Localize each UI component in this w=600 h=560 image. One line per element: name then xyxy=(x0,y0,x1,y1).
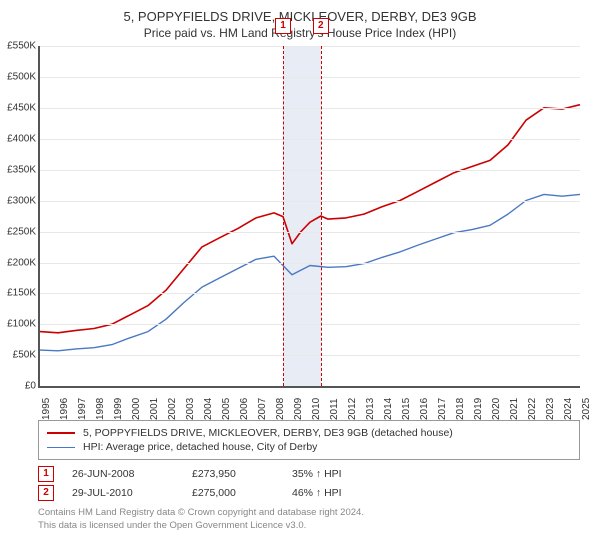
footer-attribution: Contains HM Land Registry data © Crown c… xyxy=(38,507,580,532)
footer-line2: This data is licensed under the Open Gov… xyxy=(38,520,580,532)
x-tick-label: 2011 xyxy=(329,399,340,421)
sale-vs-hpi: 46% ↑ HPI xyxy=(292,487,382,499)
x-tick-label: 2009 xyxy=(293,398,304,420)
highlight-edge-line xyxy=(321,46,322,386)
x-tick-label: 2014 xyxy=(383,398,394,420)
x-tick-label: 1996 xyxy=(59,398,70,420)
footer-line1: Contains HM Land Registry data © Crown c… xyxy=(38,507,580,519)
line-series-svg xyxy=(40,46,580,386)
x-tick-label: 2019 xyxy=(473,398,484,420)
x-tick-label: 2013 xyxy=(365,398,376,420)
x-tick-label: 2010 xyxy=(311,398,322,420)
sale-row: 2 29-JUL-2010£275,00046% ↑ HPI xyxy=(38,485,580,501)
chart-container: 5, POPPYFIELDS DRIVE, MICKLEOVER, DERBY,… xyxy=(0,0,600,560)
sale-marker: 2 xyxy=(313,18,329,34)
x-tick-label: 2016 xyxy=(419,398,430,420)
chart-area: £0£50K£100K£150K£200K£250K£300K£350K£400… xyxy=(38,46,598,416)
highlight-edge-line xyxy=(283,46,284,386)
x-tick-label: 2008 xyxy=(275,398,286,420)
sale-price: £273,950 xyxy=(192,468,292,480)
x-tick-label: 1995 xyxy=(41,398,52,420)
sale-vs-hpi: 35% ↑ HPI xyxy=(292,468,382,480)
x-tick-label: 2022 xyxy=(527,398,538,420)
x-axis-labels: 1995 1996 1997 1998 1999 2000 2001 2002 2003 2004… xyxy=(38,390,578,430)
x-tick-label: 2023 xyxy=(545,398,556,420)
y-tick-label: £400K xyxy=(0,133,36,144)
sale-marker-icon: 2 xyxy=(38,485,54,501)
x-tick-label: 2003 xyxy=(185,398,196,420)
x-tick-label: 2020 xyxy=(491,398,502,420)
x-tick-label: 2025 xyxy=(581,398,592,420)
y-tick-label: £0 xyxy=(0,381,36,392)
sale-marker-icon: 1 xyxy=(38,466,54,482)
y-tick-label: £300K xyxy=(0,195,36,206)
sale-row: 1 26-JUN-2008£273,95035% ↑ HPI xyxy=(38,466,580,482)
legend-label: HPI: Average price, detached house, City… xyxy=(83,441,317,453)
x-tick-label: 2000 xyxy=(131,398,142,420)
legend-row: HPI: Average price, detached house, City… xyxy=(47,441,571,453)
y-tick-label: £450K xyxy=(0,103,36,114)
x-tick-label: 2001 xyxy=(149,398,160,420)
y-tick-label: £50K xyxy=(0,350,36,361)
x-tick-label: 2007 xyxy=(257,398,268,420)
legend-swatch xyxy=(47,447,75,448)
chart-subtitle: Price paid vs. HM Land Registry's House … xyxy=(0,26,600,40)
y-tick-label: £100K xyxy=(0,319,36,330)
y-tick-label: £500K xyxy=(0,72,36,83)
x-tick-label: 2021 xyxy=(509,398,520,420)
sale-date: 29-JUL-2010 xyxy=(72,487,192,499)
sales-table: 1 26-JUN-2008£273,95035% ↑ HPI 2 29-JUL-201… xyxy=(38,466,580,501)
x-tick-label: 2012 xyxy=(347,398,358,420)
x-tick-label: 2017 xyxy=(437,398,448,420)
sale-marker: 1 xyxy=(275,18,291,34)
x-tick-label: 2018 xyxy=(455,398,466,420)
y-tick-label: £550K xyxy=(0,41,36,52)
x-tick-label: 2004 xyxy=(203,398,214,420)
x-tick-label: 1999 xyxy=(113,398,124,420)
chart-title: 5, POPPYFIELDS DRIVE, MICKLEOVER, DERBY,… xyxy=(0,0,600,26)
legend-swatch xyxy=(47,432,75,434)
x-tick-label: 1998 xyxy=(95,398,106,420)
sale-date: 26-JUN-2008 xyxy=(72,468,192,480)
x-tick-label: 2015 xyxy=(401,398,412,420)
plot-area: £0£50K£100K£150K£200K£250K£300K£350K£400… xyxy=(38,46,580,388)
y-tick-label: £200K xyxy=(0,257,36,268)
y-tick-label: £150K xyxy=(0,288,36,299)
series-hpi xyxy=(40,195,580,351)
x-tick-label: 2024 xyxy=(563,398,574,420)
y-tick-label: £350K xyxy=(0,164,36,175)
x-tick-label: 1997 xyxy=(77,398,88,420)
x-tick-label: 2002 xyxy=(167,398,178,420)
sale-price: £275,000 xyxy=(192,487,292,499)
x-tick-label: 2006 xyxy=(239,398,250,420)
x-tick-label: 2005 xyxy=(221,398,232,420)
y-tick-label: £250K xyxy=(0,226,36,237)
